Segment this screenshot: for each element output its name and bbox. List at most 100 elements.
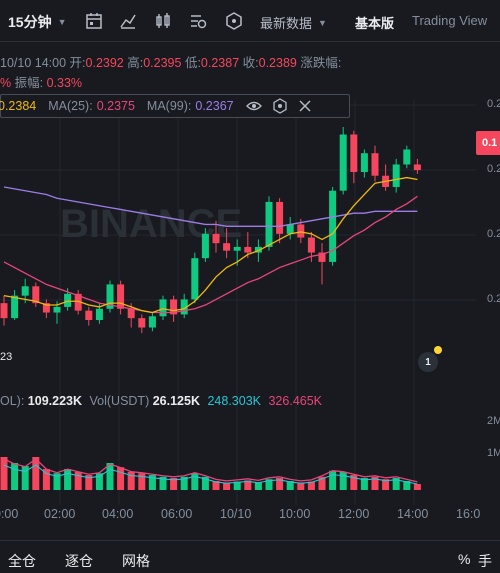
- candle-body: [138, 318, 146, 328]
- close-value: 0.2389: [258, 56, 297, 70]
- candle-body: [339, 134, 347, 191]
- low-price-marker: 23: [0, 351, 13, 363]
- ma99-value: 0.2367: [195, 99, 234, 113]
- calendar-icon[interactable]: [84, 11, 104, 31]
- volume-bar: [223, 482, 231, 490]
- candle-type-icon[interactable]: [153, 11, 173, 31]
- candle-body: [350, 134, 358, 172]
- price-chart[interactable]: BINANCE: [0, 100, 500, 505]
- candle-body: [191, 258, 199, 300]
- candle-body: [297, 224, 305, 238]
- high-value: 0.2395: [143, 56, 182, 70]
- volume-bar: [265, 479, 273, 490]
- amp-value: 0.33%: [46, 76, 83, 90]
- candle-body: [170, 299, 178, 315]
- volume-bar: [350, 475, 358, 490]
- candle-body: [11, 295, 19, 319]
- ma25-label: MA(25):: [48, 99, 93, 113]
- candle-body: [85, 310, 93, 321]
- volume-bar: [95, 473, 103, 490]
- price-axis-label: 0.2: [487, 163, 500, 175]
- candle-body: [159, 299, 167, 317]
- volume-bar: [392, 478, 400, 490]
- ma99-line: [3, 186, 418, 227]
- price-axis-label: 0.2: [487, 293, 500, 305]
- hexagon-icon[interactable]: [224, 11, 244, 31]
- settings-list-icon[interactable]: [188, 11, 208, 31]
- volume-bar: [64, 469, 72, 490]
- candle-body: [21, 286, 29, 296]
- close-label: 收:: [242, 56, 259, 70]
- volume-bar: [318, 476, 326, 490]
- percent-icon[interactable]: %: [458, 551, 471, 567]
- volume-bar: [42, 469, 50, 490]
- ma-lines: [3, 176, 418, 314]
- notification-dot: [434, 346, 442, 354]
- widget-button[interactable]: 1: [418, 352, 438, 372]
- volume-bar: [85, 475, 93, 490]
- candle-body: [360, 153, 368, 172]
- ma7-value: 0.2384: [0, 99, 37, 113]
- vol-usdt-value: 26.125K: [152, 394, 200, 408]
- caret-down-icon: ▼: [318, 17, 327, 28]
- tab-basic[interactable]: 基本版: [355, 16, 395, 31]
- candle-body: [254, 246, 262, 253]
- vol-axis-label: 2M: [487, 415, 500, 427]
- settings-hex-icon[interactable]: [272, 98, 288, 114]
- volume-bar: [170, 478, 178, 490]
- vol-ma-line: [3, 464, 418, 485]
- ma25-value: 0.2375: [96, 99, 135, 113]
- tab-tradingview[interactable]: Trading View: [412, 13, 488, 28]
- time-label: 0:00: [0, 507, 19, 521]
- volume-bar: [413, 484, 421, 490]
- volume-bar: [74, 472, 82, 490]
- tab-cross-margin[interactable]: 全仓: [8, 553, 36, 569]
- volume-bar: [21, 466, 29, 490]
- volume-bar: [286, 481, 294, 490]
- candle-body: [180, 299, 188, 315]
- volume-bar: [201, 476, 209, 490]
- widget-label: 1: [425, 356, 431, 368]
- vol-usdt-label: Vol(USDT): [89, 394, 150, 408]
- amp-label: 振幅:: [14, 76, 44, 90]
- time-label: 10:00: [279, 507, 311, 521]
- candle-body: [64, 293, 72, 307]
- volume-bar: [212, 481, 220, 490]
- volume-bar: [403, 481, 411, 490]
- ohlc-info: 10/10 14:00 开:0.2392 高:0.2395 低:0.2387 收…: [0, 52, 341, 71]
- candle-body: [0, 303, 8, 319]
- candle-body: [276, 201, 284, 234]
- vol-ma-line: [3, 458, 418, 483]
- candle-body: [265, 201, 273, 247]
- latest-data-dropdown[interactable]: 最新数据 ▼: [260, 13, 327, 32]
- tab-grid[interactable]: 网格: [122, 553, 150, 569]
- candle-body: [318, 252, 326, 262]
- time-label: 14:00: [397, 507, 429, 521]
- candle-body: [106, 284, 114, 309]
- price-axis-label: 0.2: [487, 98, 500, 110]
- candle-body: [244, 246, 252, 253]
- volume-bar: [254, 482, 262, 490]
- volume-bar: [117, 467, 125, 490]
- volume-bars: [0, 457, 421, 490]
- price-axis-label: 0.2: [487, 228, 500, 240]
- time-label: 12:00: [338, 507, 370, 521]
- vol-prefix: OL):: [0, 394, 25, 408]
- volume-bar: [53, 473, 61, 490]
- high-label: 高:: [127, 56, 144, 70]
- change-label: 涨跌幅:: [300, 56, 342, 70]
- interval-selector[interactable]: 15分钟 ▼: [8, 12, 67, 32]
- indicator-chart-icon[interactable]: [118, 11, 138, 31]
- ma7-line: [3, 176, 418, 314]
- volume-bar: [148, 475, 156, 490]
- volume-bar: [191, 473, 199, 490]
- eye-icon[interactable]: [245, 99, 262, 113]
- volume-bar: [127, 472, 135, 490]
- tab-isolated-margin[interactable]: 逐仓: [65, 553, 93, 569]
- volume-bar: [0, 457, 8, 490]
- volume-bar: [233, 481, 241, 490]
- close-icon[interactable]: [298, 99, 312, 113]
- volume-bar: [382, 479, 390, 490]
- time-label: 02:00: [44, 507, 76, 521]
- candle-body: [127, 308, 135, 319]
